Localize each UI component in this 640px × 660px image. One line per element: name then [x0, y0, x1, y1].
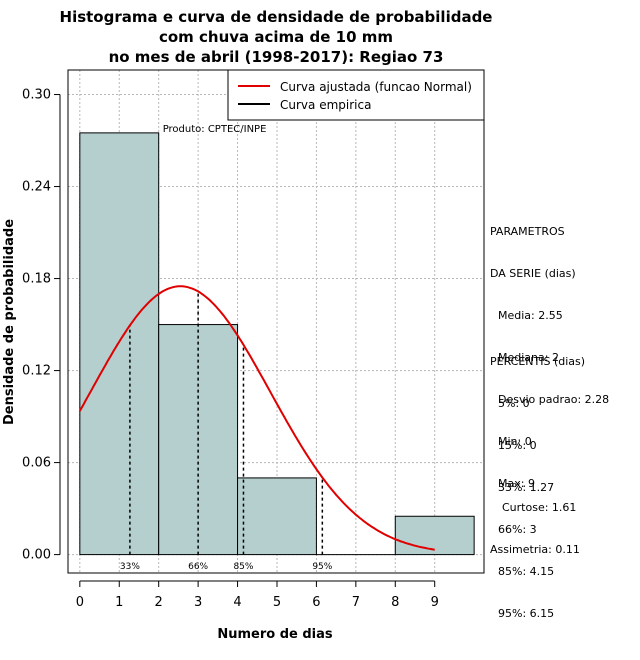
percentiles-title: PERCENTIS (dias): [490, 355, 586, 368]
histogram-bar: [237, 477, 317, 556]
percentile-66: 66%: 3: [498, 523, 537, 536]
y-tick-label: 0.30: [22, 88, 51, 103]
x-tick-label: 3: [194, 595, 202, 610]
y-tick-label: 0.06: [22, 456, 51, 471]
product-annotation: Produto: CPTEC/INPE: [163, 124, 267, 135]
percentile-95: 95%: 6.15: [498, 607, 555, 620]
fitted-curve-group: [78, 285, 435, 551]
histogram-bars: [79, 132, 475, 556]
x-tick-label: 9: [431, 595, 439, 610]
y-tick-label: 0.18: [22, 272, 51, 287]
legend-label: Curva ajustada (funcao Normal): [280, 80, 472, 94]
y-tick-label: 0.24: [22, 180, 51, 195]
percentile-33: 33%: 1.27: [498, 481, 555, 494]
chart-title: Histograma e curva de densidade de proba…: [60, 8, 493, 66]
x-axis-label: Numero de dias: [217, 627, 333, 642]
percentile-markers: 33% 66% 85% 95%: [120, 291, 333, 572]
percentile-15: 15%: 0: [498, 439, 537, 452]
percentile-label: 66%: [188, 562, 208, 572]
chart-title-line: com chuva acima de 10 mm: [159, 28, 393, 46]
percentile-label: 95%: [312, 562, 332, 572]
x-tick-label: 0: [76, 595, 84, 610]
median-value: Mediana: 2: [498, 351, 559, 364]
x-tick-label: 8: [391, 595, 399, 610]
series-parameters-panel: PARAMETROS DA SERIE (dias) Media: 2.55 M…: [490, 197, 609, 505]
y-tick-label: 0.00: [22, 548, 51, 563]
percentiles-panel: PERCENTIS (dias) 5%: 0 15%: 0 33%: 1.27 …: [490, 327, 585, 635]
x-tick-label: 5: [273, 595, 281, 610]
chart-title-line: no mes de abril (1998-2017): Regiao 73: [109, 48, 444, 66]
min-value: Min: 0: [498, 435, 532, 448]
x-tick-label: 7: [352, 595, 360, 610]
y-axis-label: Densidade de probabilidade: [2, 219, 17, 425]
parameters-title-line2: DA SERIE (dias): [490, 267, 576, 280]
histogram-bar: [394, 515, 475, 556]
max-value: Max: 9: [498, 477, 535, 490]
y-tick-label: 0.12: [22, 364, 51, 379]
x-tick-label: 6: [312, 595, 320, 610]
kurtosis-value: Curtose: 1.61: [502, 501, 577, 514]
skewness-value: Assimetria: 0.11: [490, 543, 580, 556]
percentile-label: 85%: [233, 562, 253, 572]
parameters-title-line1: PARAMETROS: [490, 225, 565, 238]
x-tick-label: 4: [233, 595, 241, 610]
fitted-normal-curve: [78, 285, 435, 551]
histogram-bar: [79, 132, 160, 556]
legend-label: Curva empirica: [280, 98, 371, 112]
shape-statistics-panel: Curtose: 1.61 Assimetria: 0.11: [490, 473, 580, 571]
percentile-5: 5%: 0: [498, 397, 530, 410]
legend-box: [227, 69, 485, 121]
axes: 0 1 2 3 4 5 6 7 8 9 0.00 0.06 0.12 0.18 0.24 0.30: [22, 88, 439, 610]
percentile-label: 33%: [120, 562, 140, 572]
x-tick-label: 1: [115, 595, 123, 610]
legend: Curva ajustada (funcao Normal) Curva empi…: [227, 69, 485, 121]
x-tick-label: 2: [155, 595, 163, 610]
chart-title-line: Histograma e curva de densidade de proba…: [60, 8, 493, 26]
mean-value: Media: 2.55: [498, 309, 563, 322]
percentile-85: 85%: 4.15: [498, 565, 555, 578]
stddev-value: Desvio padrao: 2.28: [498, 393, 610, 406]
